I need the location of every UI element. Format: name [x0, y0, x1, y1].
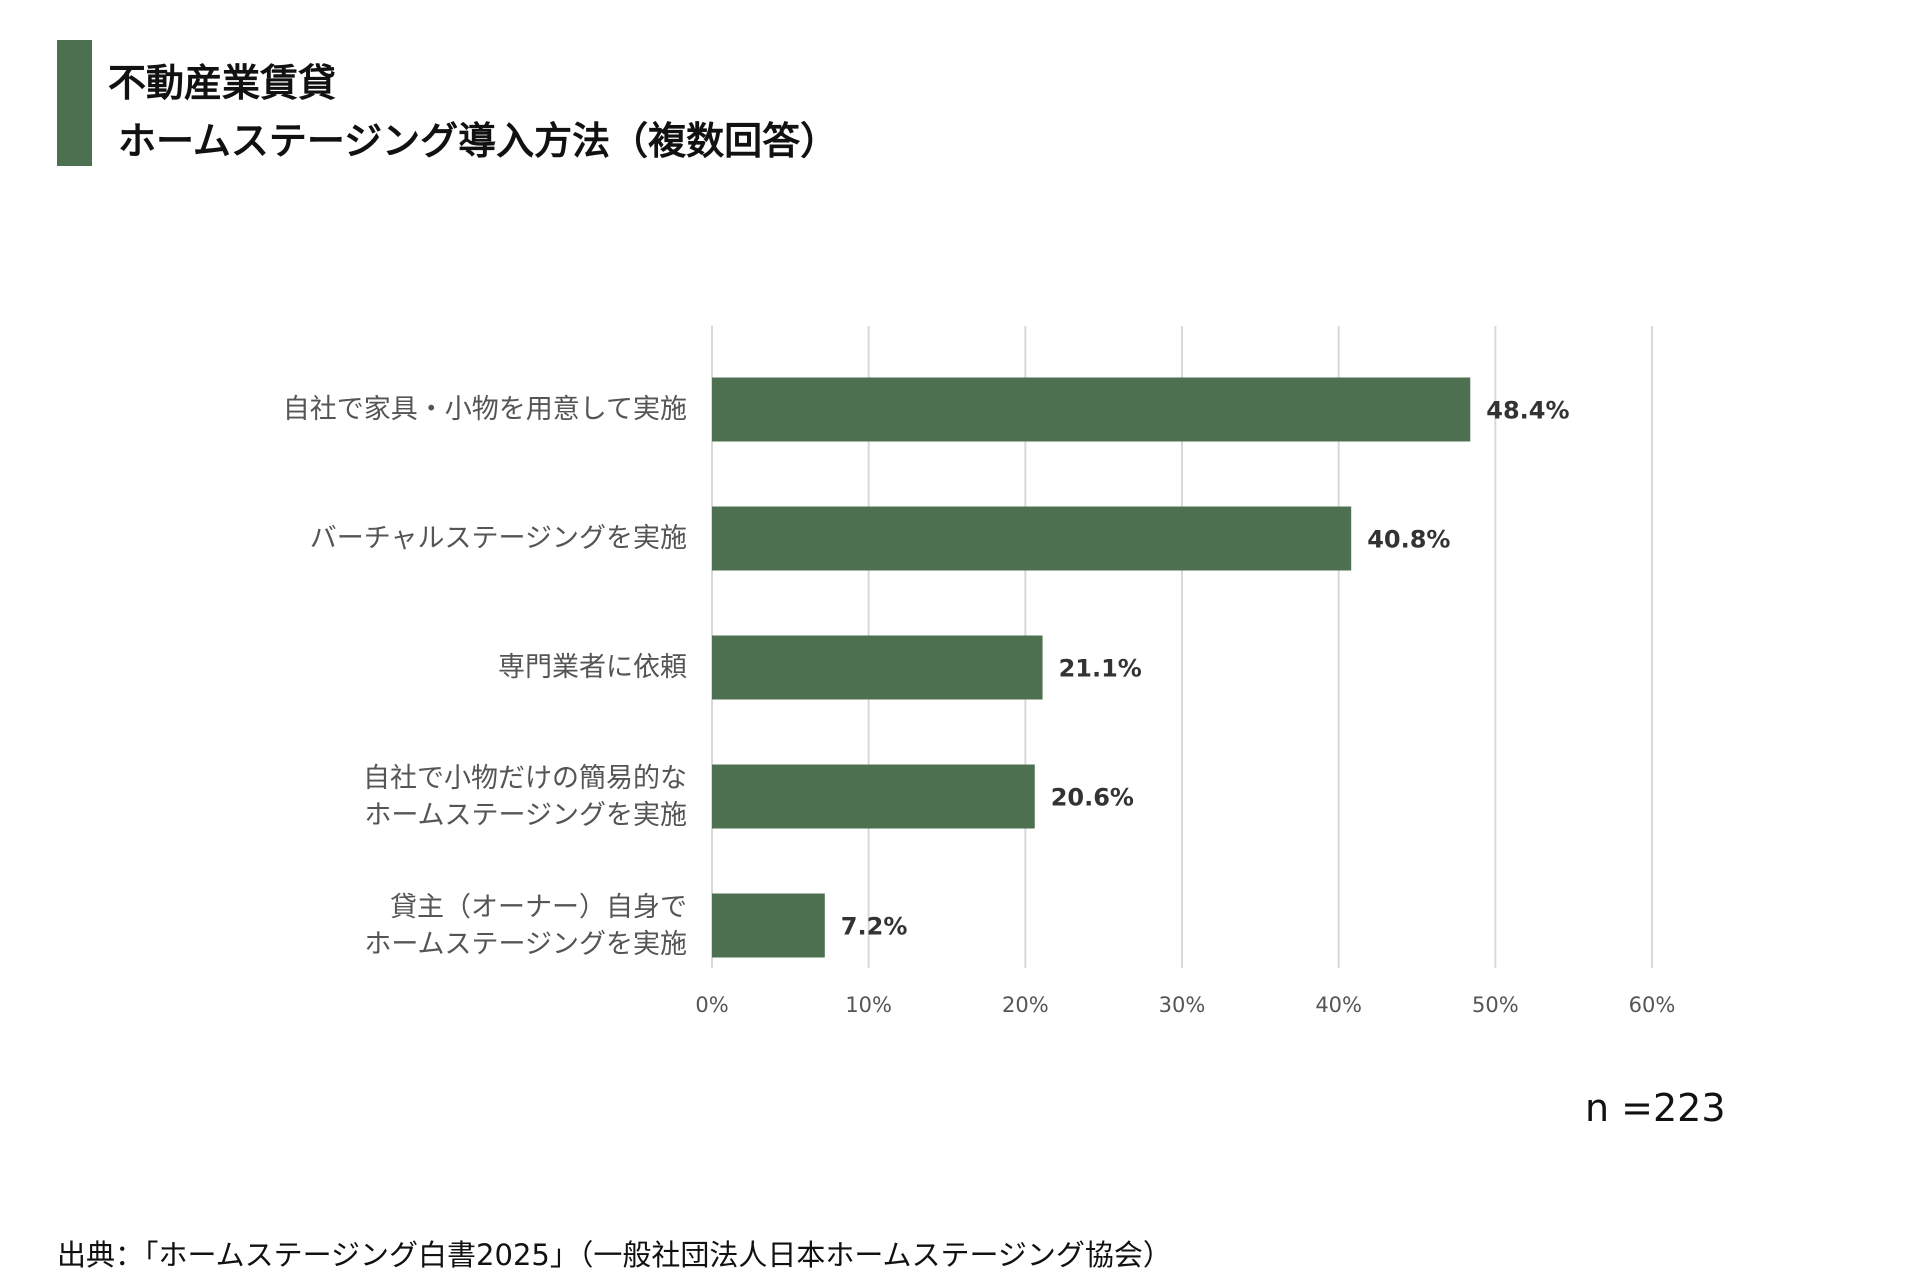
bar-value-label: 21.1%	[1059, 655, 1142, 683]
bar-value-label: 40.8%	[1367, 526, 1450, 554]
x-tick-label: 30%	[1159, 993, 1206, 1017]
x-tick-label: 60%	[1629, 993, 1676, 1017]
category-label: バーチャルステージングを実施	[309, 523, 687, 554]
category-label: 自社で家具・小物を用意して実施	[282, 394, 687, 425]
chart-title-line-1: 不動産業賃貸	[108, 61, 337, 105]
bar-value-label: 7.2%	[841, 913, 908, 941]
title-accent-bar	[57, 40, 92, 166]
chart-title-line-2: ホームステージング導入方法（複数回答）	[118, 119, 839, 163]
bar-value-label: 48.4%	[1486, 397, 1569, 425]
x-tick-label: 10%	[845, 993, 892, 1017]
category-label: 貸主（オーナー）自身で ホームステージングを実施	[364, 891, 687, 960]
x-tick-label: 50%	[1472, 993, 1519, 1017]
source-citation: 出典：「ホームステージング白書2025」（一般社団法人日本ホームステージング協会…	[57, 1238, 1172, 1272]
category-label: 自社で小物だけの簡易的な ホームステージングを実施	[363, 762, 687, 831]
x-tick-label: 0%	[695, 993, 728, 1017]
bar	[712, 893, 825, 958]
category-label: 専門業者に依頼	[498, 652, 687, 683]
x-tick-label: 20%	[1002, 993, 1049, 1017]
bar	[712, 506, 1352, 571]
x-tick-label: 40%	[1315, 993, 1362, 1017]
bar	[712, 764, 1035, 829]
bar	[712, 377, 1471, 442]
bar-value-label: 20.6%	[1051, 784, 1134, 812]
sample-size-note: n =223	[1585, 1086, 1726, 1130]
bar	[712, 635, 1043, 700]
